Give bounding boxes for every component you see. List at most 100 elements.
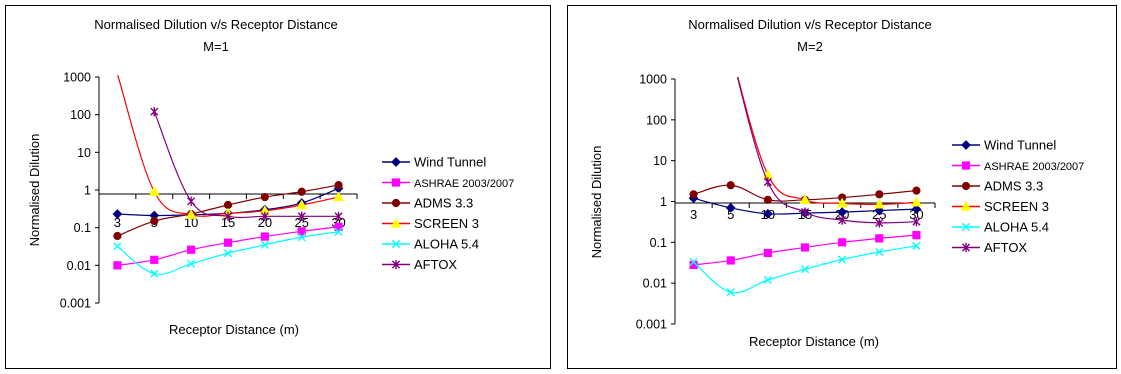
series-screen-3 [737,77,922,209]
data-point-aloha-5-4 [187,259,196,268]
legend-label: ASHRAE 2003/2007 [984,161,1084,173]
y-tick-label: 0.001 [636,318,667,332]
data-point-ashrae-2003-2007 [297,227,306,236]
legend-marker [391,157,401,167]
series-line-screen-3 [737,77,917,206]
data-point-adms-3-3 [260,192,269,202]
data-point-screen-3 [333,191,345,202]
data-point-aftox [838,215,847,225]
legend-marker [391,198,401,208]
chart-panel-m1: Normalised Dilution v/s Receptor Distanc… [5,5,551,369]
x-tick-label: 5 [727,207,734,222]
series-aftox [736,77,921,228]
y-tick-label: 0.01 [67,259,91,273]
legend-label: SCREEN 3 [414,216,479,231]
data-point-ashrae-2003-2007 [763,248,772,258]
series-line-aftox [153,111,339,219]
legend-marker [961,181,971,191]
data-point-aloha-5-4 [297,233,306,242]
data-point-aftox [763,177,772,187]
y-tick-label: 1000 [63,71,91,85]
data-point-aloha-5-4 [689,257,698,267]
legend-item-aloha-5-4: ALOHA 5.4 [382,237,479,252]
data-point-ashrae-2003-2007 [150,255,159,264]
chart-subtitle: M=2 [797,39,823,54]
x-tick-label: 3 [114,215,121,230]
legend-item-adms-3-3: ADMS 3.3 [382,196,473,211]
y-tick-label: 100 [646,113,667,127]
data-point-adms-3-3 [763,195,772,204]
x-tick-label: 15 [221,215,235,230]
y-tick-label: 0.1 [74,221,91,235]
legend-label: ADMS 3.3 [984,179,1043,194]
legend-marker [961,140,971,150]
series-aloha-5-4 [689,241,921,297]
data-point-aloha-5-4 [875,247,884,257]
y-tick-label: 10 [653,154,667,168]
legend-item-aloha-5-4: ALOHA 5.4 [952,220,1049,235]
legend-item-screen-3: SCREEN 3 [952,199,1049,214]
data-point-screen-3 [910,196,922,207]
data-point-ashrae-2003-2007 [912,231,921,240]
legend-item-adms-3-3: ADMS 3.3 [952,179,1043,194]
legend-label: Wind Tunnel [984,138,1056,153]
chart-subtitle: M=1 [203,39,229,54]
data-point-adms-3-3 [297,187,306,196]
data-point-aloha-5-4 [726,288,735,297]
data-point-aloha-5-4 [912,241,921,250]
data-point-ashrae-2003-2007 [187,245,196,254]
legend-marker [961,242,971,253]
y-tick-label: 1 [660,195,667,209]
x-axis-label: Receptor Distance (m) [749,334,879,349]
series-ashrae-2003-2007 [689,231,921,270]
legend-marker [391,239,401,249]
legend-item-wind-tunnel: Wind Tunnel [952,138,1056,153]
legend-marker [391,178,401,187]
legend-marker [391,259,401,270]
legend-label: Wind Tunnel [414,155,486,170]
data-point-aftox [223,211,233,221]
series-screen-3 [117,75,345,219]
y-axis-label: Normalised Dilution [589,146,604,259]
data-point-aloha-5-4 [260,240,269,249]
data-point-wind-tunnel [112,209,123,219]
y-tick-label: 0.001 [60,297,91,311]
legend-label: ASHRAE 2003/2007 [414,178,514,190]
data-point-aftox [297,211,306,221]
legend-item-aftox: AFTOX [952,240,1027,255]
data-point-aloha-5-4 [150,269,159,278]
data-point-aloha-5-4 [334,227,343,236]
data-point-aftox [334,211,343,221]
data-point-adms-3-3 [334,180,343,190]
data-point-ashrae-2003-2007 [260,232,269,241]
data-point-screen-3 [148,186,160,196]
data-point-adms-3-3 [689,190,698,199]
data-point-ashrae-2003-2007 [800,243,810,252]
x-tick-label: 3 [690,207,697,222]
data-point-ashrae-2003-2007 [875,234,884,243]
legend-marker [960,200,972,211]
y-tick-label: 1 [84,184,91,198]
data-point-adms-3-3 [113,231,122,241]
legend-marker [961,222,971,232]
data-point-screen-3 [873,198,885,209]
data-point-aftox [800,207,810,217]
data-point-ashrae-2003-2007 [726,256,735,265]
data-point-ashrae-2003-2007 [838,238,847,247]
data-point-wind-tunnel [725,202,736,213]
legend-item-ashrae-2003-2007: ASHRAE 2003/2007 [382,178,514,190]
x-axis-label: Receptor Distance (m) [169,322,299,337]
legend-item-aftox: AFTOX [382,257,457,272]
data-point-wind-tunnel [762,208,773,219]
data-point-adms-3-3 [223,200,233,210]
data-point-adms-3-3 [726,181,735,190]
legend-marker [961,161,971,170]
data-point-aloha-5-4 [763,275,772,285]
legend-item-ashrae-2003-2007: ASHRAE 2003/2007 [952,161,1084,173]
chart-svg: Normalised Dilution v/s Receptor Distanc… [589,17,1084,349]
data-point-aftox [150,107,159,117]
y-tick-label: 0.01 [643,277,667,291]
legend-label: ALOHA 5.4 [984,220,1049,235]
series-aloha-5-4 [113,227,343,278]
x-tick-label: 25 [294,215,308,230]
